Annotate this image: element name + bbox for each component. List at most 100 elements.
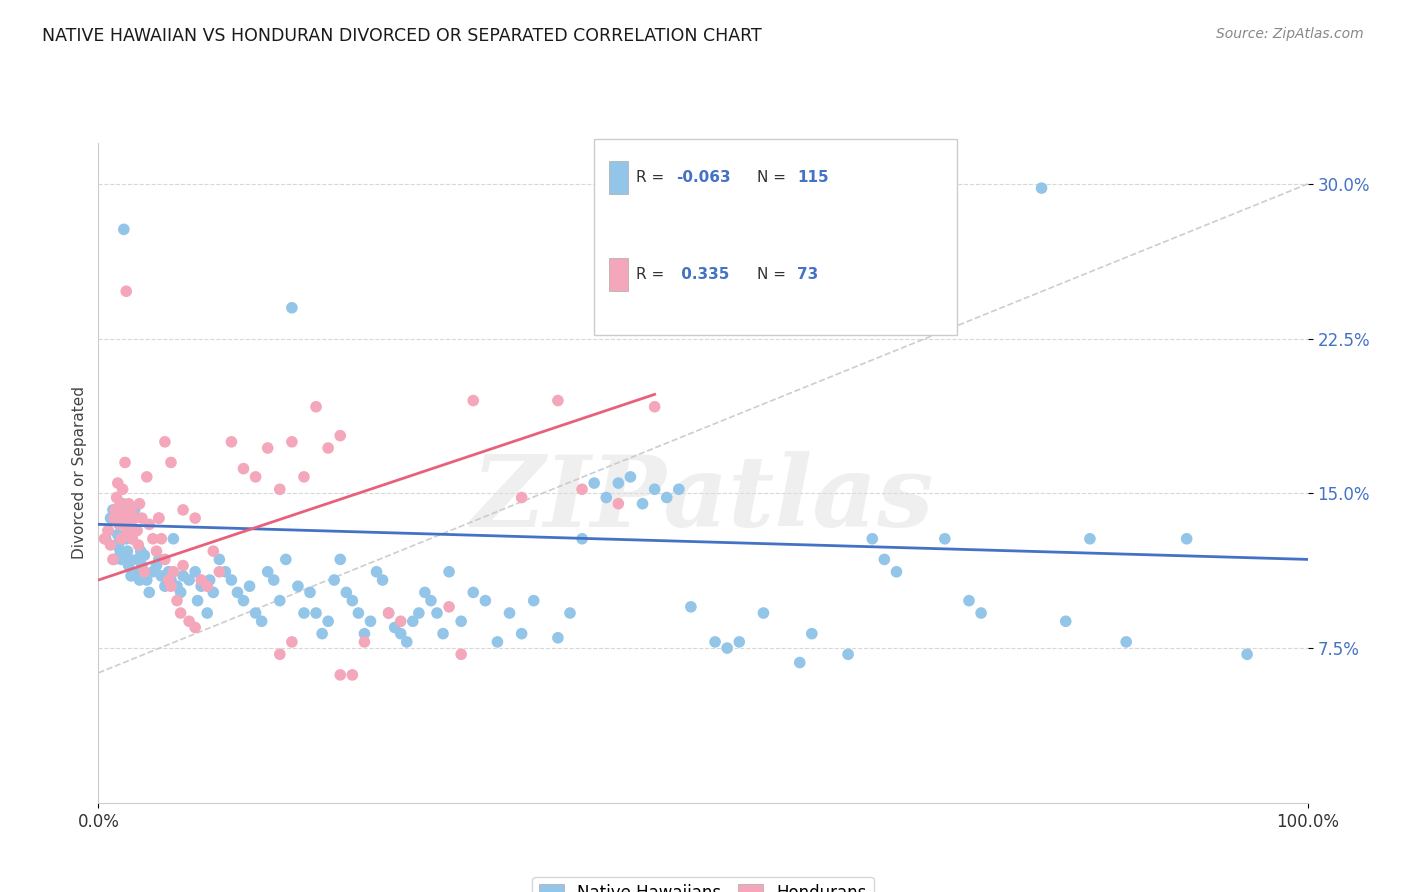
Point xyxy=(934,532,956,546)
Point xyxy=(118,524,141,538)
Point xyxy=(138,585,160,599)
Point xyxy=(115,532,138,546)
Point xyxy=(245,470,267,484)
Point xyxy=(970,606,993,620)
Point xyxy=(208,565,231,579)
Point xyxy=(486,635,509,649)
Point xyxy=(184,620,207,634)
Point xyxy=(112,507,135,521)
Point xyxy=(134,565,156,579)
Point xyxy=(104,503,127,517)
Point xyxy=(873,552,896,566)
Point xyxy=(232,593,254,607)
Point xyxy=(148,511,170,525)
FancyBboxPatch shape xyxy=(595,138,957,334)
Point xyxy=(221,573,243,587)
Point xyxy=(679,599,702,614)
Point xyxy=(329,552,352,566)
Point xyxy=(202,585,225,599)
Point xyxy=(329,428,352,442)
Point xyxy=(957,593,980,607)
Point xyxy=(117,544,139,558)
Point xyxy=(107,527,129,541)
Point xyxy=(450,648,472,662)
Point xyxy=(311,626,333,640)
Point xyxy=(214,565,236,579)
Point xyxy=(101,503,124,517)
Point xyxy=(111,497,134,511)
Point xyxy=(389,626,412,640)
Point xyxy=(142,565,165,579)
Point xyxy=(644,400,666,414)
Point xyxy=(101,552,124,566)
Point xyxy=(305,606,328,620)
Point xyxy=(195,606,218,620)
Point xyxy=(112,222,135,236)
Point xyxy=(377,606,399,620)
Point xyxy=(103,511,125,525)
Point xyxy=(105,491,128,505)
Point xyxy=(523,593,546,607)
Point xyxy=(1054,614,1077,628)
Point xyxy=(131,511,153,525)
Point xyxy=(162,532,184,546)
Point xyxy=(298,585,321,599)
Point xyxy=(202,544,225,558)
Point xyxy=(752,606,775,620)
Point xyxy=(111,482,134,496)
Point xyxy=(287,579,309,593)
Point xyxy=(377,606,399,620)
Point xyxy=(631,497,654,511)
Point xyxy=(94,532,117,546)
Point xyxy=(716,641,738,656)
Point xyxy=(335,585,357,599)
Point xyxy=(474,593,496,607)
Point xyxy=(150,569,173,583)
Point xyxy=(118,517,141,532)
Point xyxy=(305,400,328,414)
Point xyxy=(547,631,569,645)
FancyBboxPatch shape xyxy=(609,161,628,194)
Point xyxy=(728,635,751,649)
Point xyxy=(384,620,406,634)
Point xyxy=(160,573,183,587)
Point xyxy=(232,461,254,475)
Point xyxy=(127,524,149,538)
Point xyxy=(323,573,346,587)
Point xyxy=(256,441,278,455)
Point xyxy=(619,470,641,484)
Point xyxy=(108,544,131,558)
Point xyxy=(153,552,176,566)
Point xyxy=(316,441,339,455)
Point xyxy=(269,648,291,662)
Point xyxy=(250,614,273,628)
Point xyxy=(1031,181,1053,195)
Point xyxy=(115,284,138,298)
Y-axis label: Divorced or Separated: Divorced or Separated xyxy=(72,386,87,559)
Point xyxy=(437,565,460,579)
Point xyxy=(704,635,727,649)
Point xyxy=(97,524,120,538)
Point xyxy=(150,532,173,546)
Point xyxy=(342,668,364,682)
Point xyxy=(128,497,150,511)
Legend: Native Hawaiians, Hondurans: Native Hawaiians, Hondurans xyxy=(533,877,873,892)
Point xyxy=(166,593,188,607)
Point xyxy=(177,573,201,587)
Point xyxy=(353,626,375,640)
Point xyxy=(347,606,370,620)
Point xyxy=(281,301,304,315)
Point xyxy=(135,470,157,484)
Point xyxy=(426,606,449,620)
Point xyxy=(124,503,146,517)
Point xyxy=(595,491,617,505)
Point xyxy=(127,538,149,552)
Point xyxy=(129,544,152,558)
Point xyxy=(366,565,388,579)
Point xyxy=(371,573,394,587)
Point xyxy=(432,626,454,640)
Point xyxy=(114,516,136,530)
Point xyxy=(120,569,142,583)
Point xyxy=(157,573,180,587)
Point xyxy=(97,524,120,538)
